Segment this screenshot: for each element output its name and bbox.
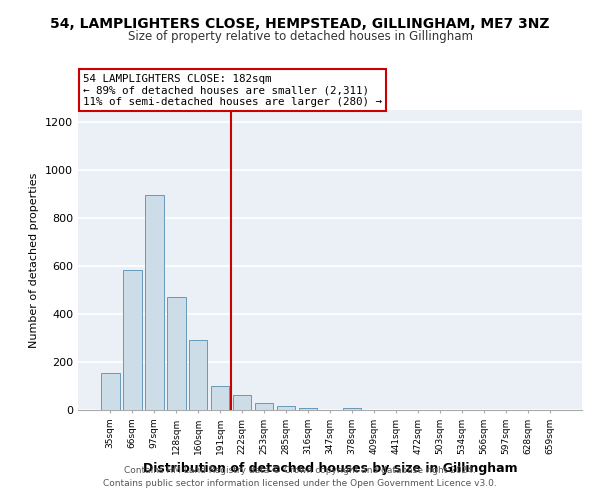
Bar [167,297,185,410]
Bar [233,395,251,410]
Bar [145,195,164,410]
Bar [211,386,229,410]
X-axis label: Distribution of detached houses by size in Gillingham: Distribution of detached houses by size … [143,462,517,475]
Bar [101,373,119,410]
Bar [277,406,295,410]
Bar [123,270,142,410]
Text: 54, LAMPLIGHTERS CLOSE, HEMPSTEAD, GILLINGHAM, ME7 3NZ: 54, LAMPLIGHTERS CLOSE, HEMPSTEAD, GILLI… [50,18,550,32]
Bar [189,340,208,410]
Text: 54 LAMPLIGHTERS CLOSE: 182sqm
← 89% of detached houses are smaller (2,311)
11% o: 54 LAMPLIGHTERS CLOSE: 182sqm ← 89% of d… [83,74,382,107]
Text: Size of property relative to detached houses in Gillingham: Size of property relative to detached ho… [128,30,473,43]
Y-axis label: Number of detached properties: Number of detached properties [29,172,40,348]
Bar [255,404,274,410]
Bar [343,408,361,410]
Text: Contains HM Land Registry data © Crown copyright and database right 2024.
Contai: Contains HM Land Registry data © Crown c… [103,466,497,487]
Bar [299,408,317,410]
